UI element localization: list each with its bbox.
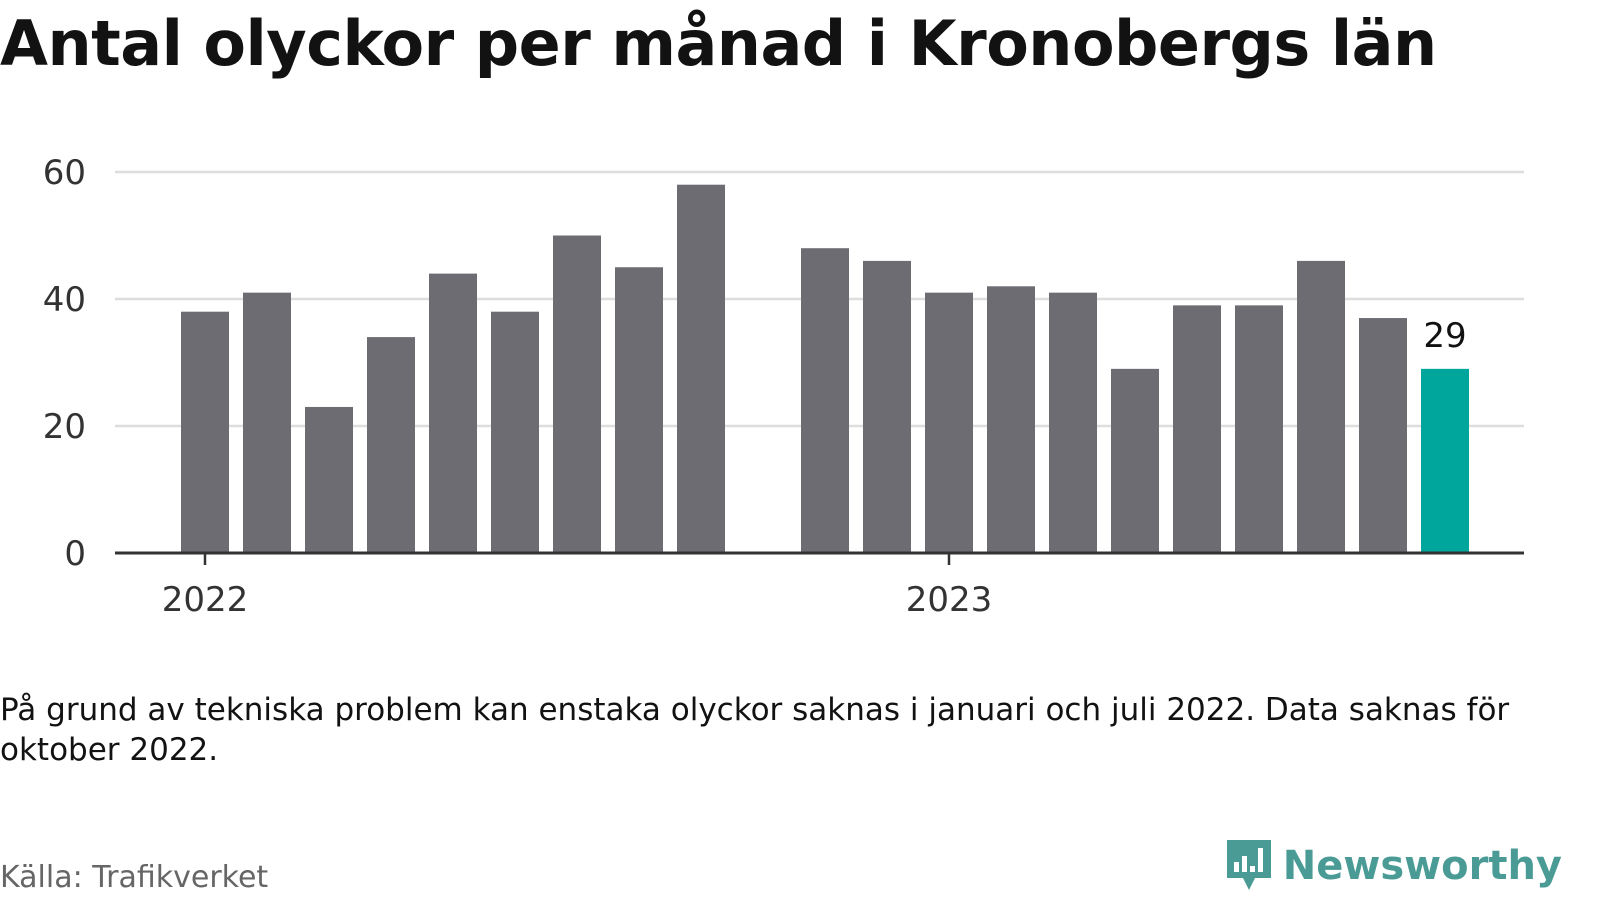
bar-2022-01 [181,311,229,553]
bar-2022-04 [367,337,415,553]
bar-2023-01 [925,292,973,553]
bar-2022-12 [863,260,911,553]
bar-2023-09 [1421,368,1469,553]
bar-2022-07 [553,235,601,553]
y-tick-label: 20 [43,407,86,447]
source-label: Källa: Trafikverket [0,860,269,895]
bar-2023-08 [1359,318,1407,553]
bar-chart: 0 20 40 60 2022 2023 29 [43,153,1524,620]
footnote: På grund av tekniska problem kan enstaka… [0,692,1510,768]
bar-2023-05 [1173,305,1221,553]
bar-2023-04 [1111,368,1159,553]
y-tick-label: 40 [43,280,86,320]
bar-2023-07 [1297,260,1345,553]
bars [181,184,1469,553]
chart-title: Antal olyckor per månad i Kronobergs län [0,7,1437,80]
bar-2022-06 [491,311,539,553]
bar-2022-08 [615,267,663,553]
bar-2023-02 [987,286,1035,553]
bar-2022-05 [429,273,477,553]
bar-2023-03 [1049,292,1097,553]
bar-2022-09 [677,184,725,553]
x-tick-label: 2023 [906,580,993,620]
x-tick-label: 2022 [162,580,249,620]
brand-name: Newsworthy [1282,843,1562,889]
data-label: 29 [1423,316,1466,356]
y-tick-labels: 0 20 40 60 [43,153,86,574]
brand-logo: Newsworthy [1223,838,1562,894]
x-tick-labels: 2022 2023 [162,553,993,620]
bar-2022-11 [801,248,849,553]
bar-2022-03 [305,406,353,553]
newsworthy-logo-icon [1226,840,1271,890]
y-tick-label: 60 [43,153,86,193]
data-labels: 29 [1423,316,1466,356]
y-tick-label: 0 [64,534,86,574]
bar-2023-06 [1235,305,1283,553]
bar-2022-02 [243,292,291,553]
